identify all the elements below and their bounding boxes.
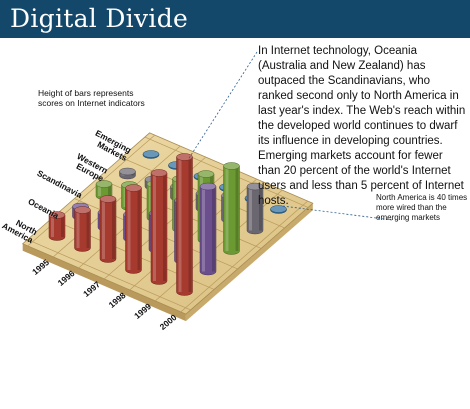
row-label-scandinavia: Scandinavia [35,168,84,200]
bar-emerging-markets-2000 [270,205,287,214]
floor-front-edge [22,243,186,322]
bar-western-europe-2000 [246,182,264,235]
leader-line-main [188,51,258,160]
row-label-oceania: Oceania [27,196,61,220]
bar-north-america-1995 [48,211,66,241]
bar-western-europe-1995 [119,167,136,180]
bar-north-america-1998 [125,184,142,274]
bar-north-america-1996 [74,206,91,252]
floor-side-edge [185,203,313,322]
height-note: Height of bars represents scores on Inte… [38,88,145,108]
bar-north-america-2000 [176,153,193,296]
floor-grid-line [27,239,191,311]
title-bar: Digital Divide [0,0,470,38]
bar-north-america-1999 [150,169,168,285]
main-annotation: In Internet technology, Oceania (Austral… [258,45,466,207]
chart-title: Digital Divide [10,4,189,33]
bar-oceania-2000 [199,182,217,276]
floor-grid-line [180,200,308,313]
row-label-emerging-markets: EmergingMarkets [89,128,133,163]
bar-scandinavia-2000 [223,162,240,255]
bar-emerging-markets-1995 [142,150,160,159]
bar-north-america-1997 [99,195,117,263]
north-america-note: North America is 40 times more wired tha… [376,193,468,222]
